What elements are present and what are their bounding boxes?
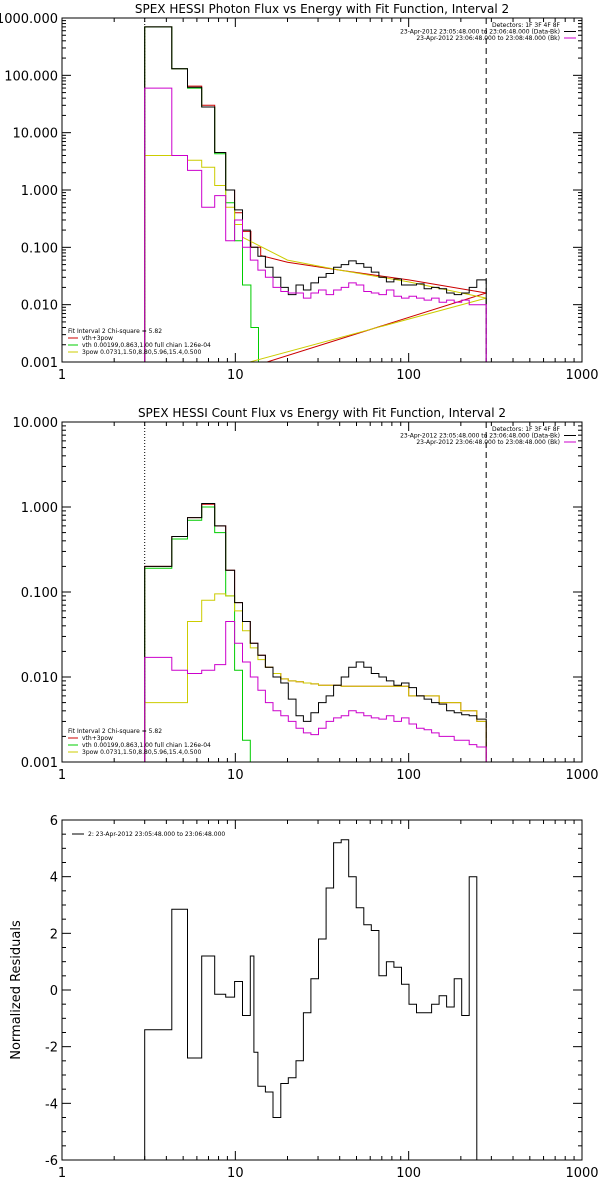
y-tick-label: 0.100 — [21, 241, 58, 256]
y-tick-label: -6 — [45, 1154, 58, 1169]
legend-text: 3pow 0.0731,1.50,8.80,5.96,15.4,0.500 — [82, 349, 201, 356]
x-tick-label: 1 — [58, 1166, 66, 1181]
y-tick-label: 1.000 — [21, 184, 58, 199]
series-line-4 — [144, 87, 487, 362]
legend-text: 23-Apr-2012 23:06:48.000 to 23:08:48.000… — [416, 35, 560, 42]
series-line-2 — [144, 593, 487, 762]
y-tick-label: 0.001 — [21, 756, 58, 771]
legend-text: vth+3pow — [82, 335, 113, 342]
y-tick-label: 0 — [50, 984, 58, 999]
x-tick-label: 1000 — [565, 1166, 598, 1181]
plot-area — [144, 839, 487, 1160]
x-tick-label: 1000 — [565, 368, 598, 383]
legend-text: vth+3pow — [82, 735, 113, 742]
series-line-0 — [144, 503, 487, 762]
chart-panel-1: SPEX HESSI Photon Flux vs Energy with Fi… — [0, 2, 599, 383]
series-line-3 — [144, 26, 487, 362]
legend-text: 23-Apr-2012 23:05:48.000 to 23:06:48.000… — [400, 433, 560, 440]
y-tick-label: 0.001 — [21, 356, 58, 371]
plot-area — [144, 18, 487, 362]
x-tick-label: 100 — [396, 768, 421, 783]
y-tick-label: 10.000 — [13, 127, 59, 142]
legend-text: 3pow 0.0731,1.50,8.80,5.96,15.4,0.500 — [82, 749, 201, 756]
legend-text: 23-Apr-2012 23:05:48.000 to 23:06:48.000… — [400, 29, 560, 36]
axes-frame — [61, 819, 583, 1161]
legend-text: Detectors: 1F 3F 4F 8F — [492, 22, 561, 29]
x-tick-label: 1000 — [565, 768, 598, 783]
x-tick-label: 100 — [396, 368, 421, 383]
chart-panel-3: Normalized Residuals 1 10 100 1000 -6 -4 -2 0 2 4 6… — [9, 814, 599, 1181]
legend-text: vth 0.00199,0.863,1.00 full chian 1.26e-… — [82, 742, 211, 749]
x-tick-label: 10 — [227, 768, 244, 783]
y-tick-label: 6 — [50, 814, 58, 829]
x-tick-label: 10 — [227, 1166, 244, 1181]
y-tick-label: -2 — [45, 1041, 58, 1056]
y-tick-label: 4 — [50, 871, 58, 886]
x-tick-label: 1 — [58, 368, 66, 383]
legend-text: 2: 23-Apr-2012 23:05:48.000 to 23:06:48.… — [88, 831, 225, 838]
series-line-1 — [144, 26, 267, 362]
series-line-4 — [144, 621, 487, 762]
chart-title: SPEX HESSI Count Flux vs Energy with Fit… — [138, 406, 506, 420]
x-tick-label: 100 — [396, 1166, 421, 1181]
y-axis-label: Normalized Residuals — [9, 920, 24, 1060]
y-tick-label: 1.000 — [21, 501, 58, 516]
plot-area — [144, 422, 487, 762]
axes-frame — [61, 421, 583, 763]
legend-text: Detectors: 1F 3F 4F 8F — [492, 426, 561, 433]
y-tick-label: 0.100 — [21, 586, 58, 601]
y-tick-label: -4 — [45, 1097, 58, 1112]
chart-panel-2: SPEX HESSI Count Flux vs Energy with Fit… — [13, 406, 599, 783]
y-tick-label: 1000.000 — [0, 12, 58, 27]
legend-text: vth 0.00199,0.863,1.00 full chian 1.26e-… — [82, 342, 211, 349]
y-tick-label: 2 — [50, 927, 58, 942]
chart-title: SPEX HESSI Photon Flux vs Energy with Fi… — [135, 2, 509, 16]
x-tick-label: 1 — [58, 768, 66, 783]
series-line-2 — [144, 155, 487, 362]
legend-text: Fit Interval 2 Chi-square = 5.82 — [68, 728, 162, 735]
legend-text: Fit Interval 2 Chi-square = 5.82 — [68, 328, 162, 335]
x-tick-label: 10 — [227, 368, 244, 383]
series-line-3 — [144, 503, 487, 762]
axes-frame — [61, 17, 583, 363]
series-line-0 — [144, 839, 487, 1160]
y-tick-label: 10.000 — [13, 416, 59, 431]
y-tick-label: 0.010 — [21, 671, 58, 686]
series-line-0 — [144, 26, 487, 362]
y-tick-label: 0.010 — [21, 299, 58, 314]
y-tick-label: 100.000 — [4, 69, 58, 84]
legend-text: 23-Apr-2012 23:06:48.000 to 23:08:48.000… — [416, 439, 560, 446]
series-line-1 — [144, 506, 251, 762]
